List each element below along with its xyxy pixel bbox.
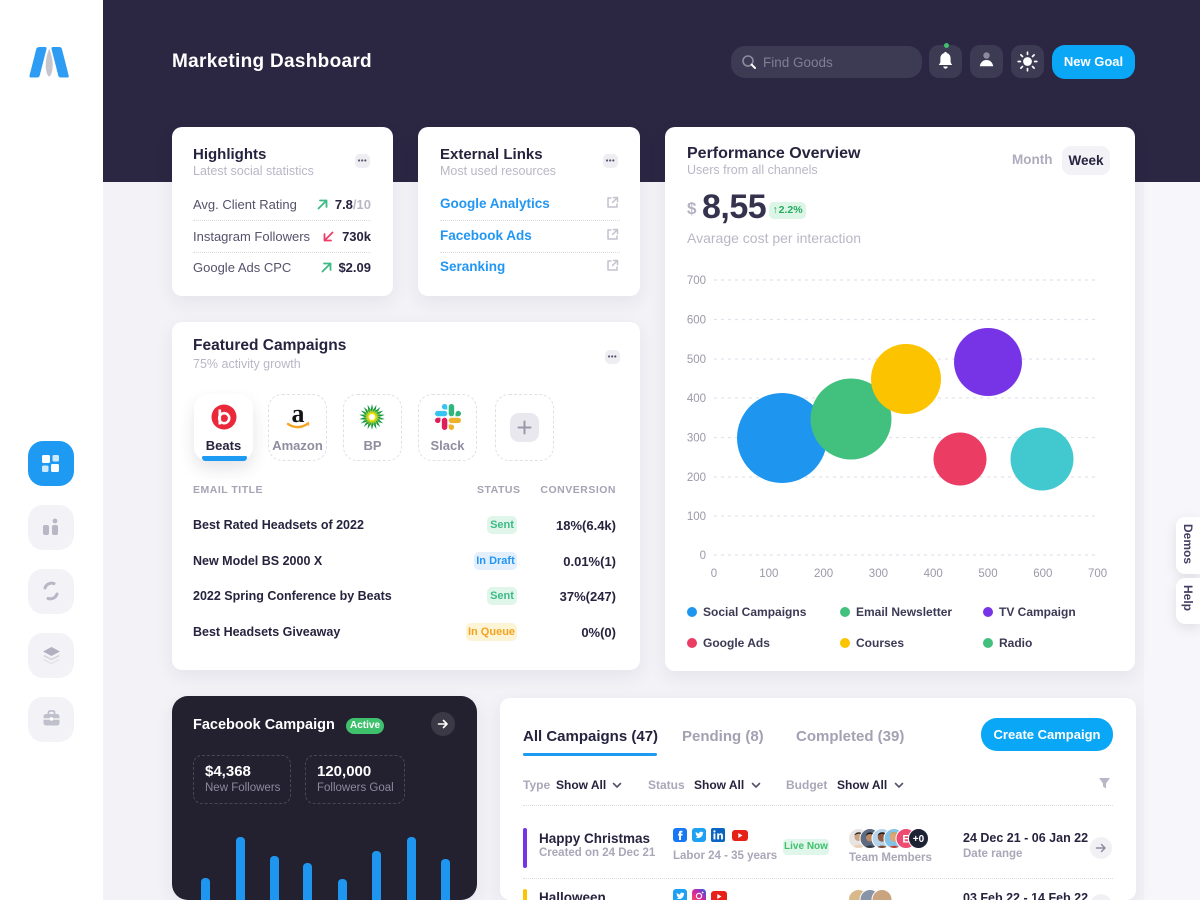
svg-text:300: 300 (687, 433, 706, 445)
svg-text:E: E (902, 834, 909, 846)
svg-text:0: 0 (700, 550, 706, 562)
svg-text:500: 500 (687, 354, 706, 366)
svg-text:TV Campaign: TV Campaign (999, 605, 1076, 619)
svg-text:0: 0 (711, 568, 717, 580)
svg-text:300: 300 (869, 568, 888, 580)
svg-text:600: 600 (1033, 568, 1052, 580)
svg-text:a: a (292, 402, 305, 428)
svg-text:400: 400 (924, 568, 943, 580)
svg-text:Radio: Radio (999, 636, 1032, 650)
svg-text:Courses: Courses (856, 636, 904, 650)
svg-text:100: 100 (687, 511, 706, 523)
svg-text:200: 200 (814, 568, 833, 580)
svg-text:400: 400 (687, 393, 706, 405)
svg-text:Social Campaigns: Social Campaigns (703, 605, 807, 619)
svg-text:Email Newsletter: Email Newsletter (856, 605, 952, 619)
svg-text:700: 700 (1088, 568, 1107, 580)
svg-text:100: 100 (759, 568, 778, 580)
svg-text:600: 600 (687, 315, 706, 327)
svg-text:700: 700 (687, 275, 706, 287)
svg-text:+0: +0 (913, 834, 925, 845)
svg-text:200: 200 (687, 472, 706, 484)
svg-text:Google Ads: Google Ads (703, 636, 770, 650)
svg-text:500: 500 (978, 568, 997, 580)
